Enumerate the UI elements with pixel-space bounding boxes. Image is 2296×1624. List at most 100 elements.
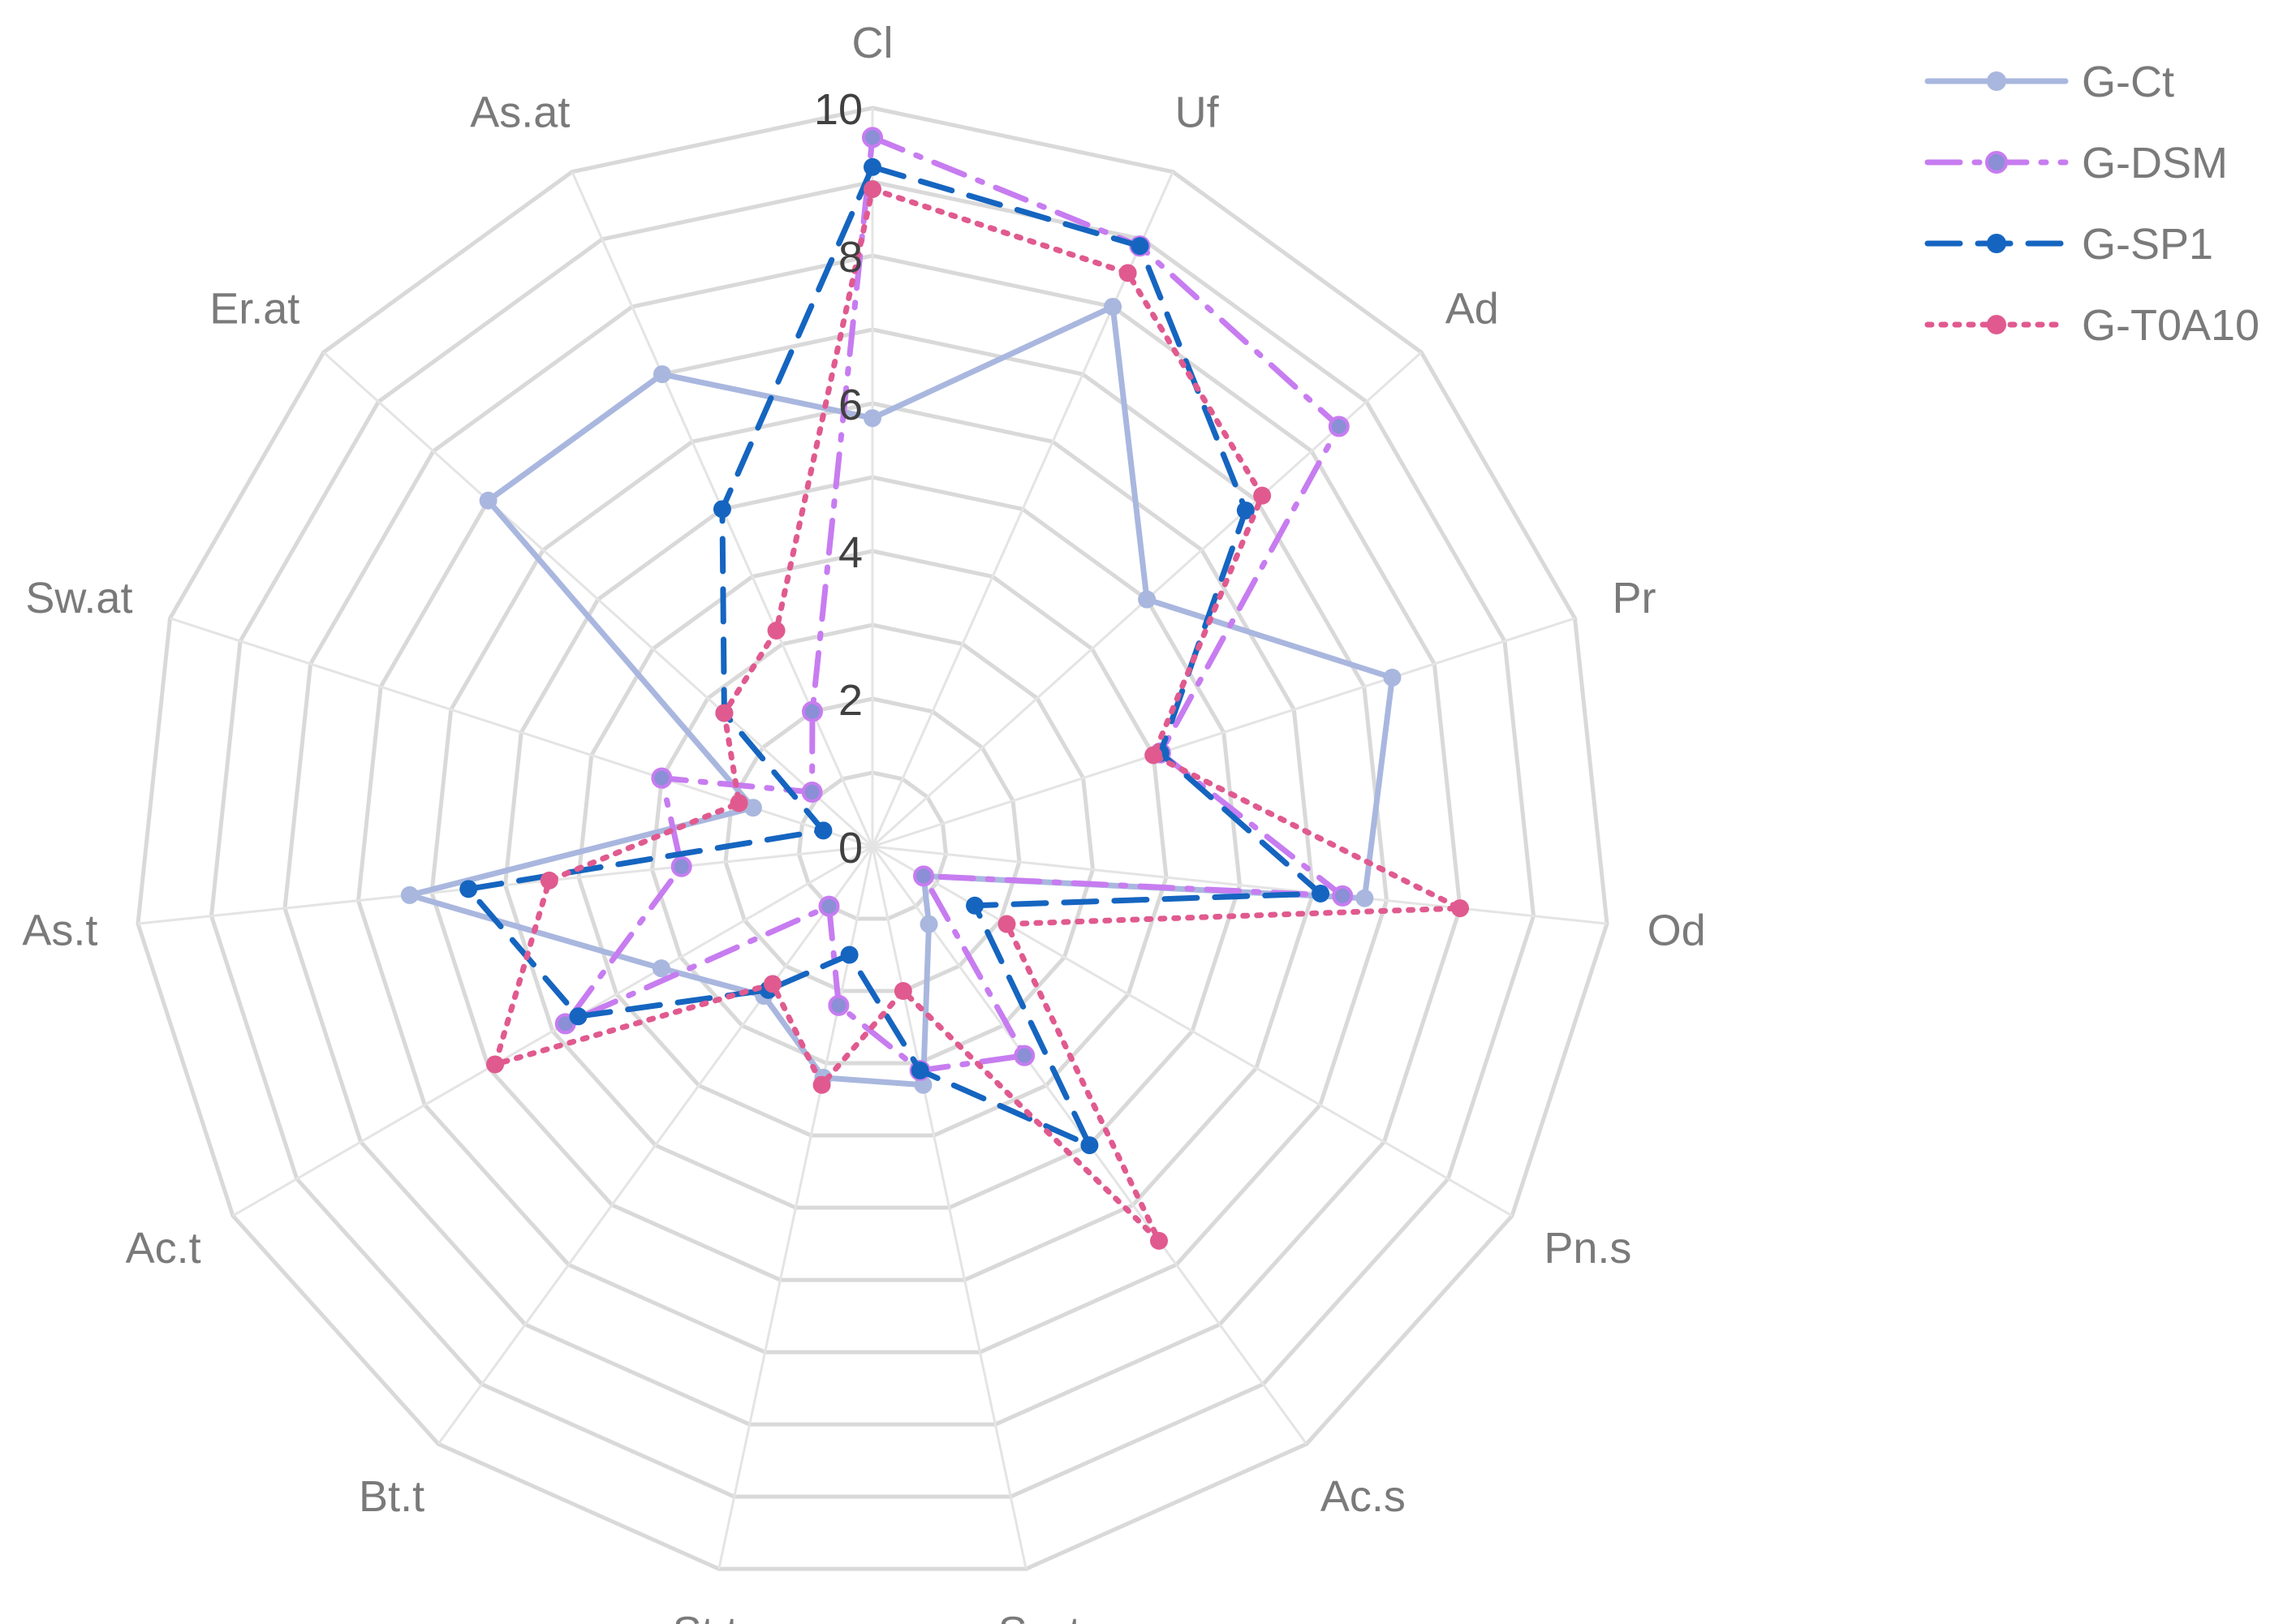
- data-point: [459, 880, 478, 898]
- data-point: [1150, 1231, 1169, 1250]
- spoke: [232, 845, 873, 1217]
- spoke: [137, 845, 873, 925]
- series-line: [492, 186, 1463, 1244]
- axis-label: Ad: [1445, 285, 1499, 334]
- data-point: [828, 994, 850, 1016]
- data-point: [911, 1061, 929, 1079]
- grid-ring: [282, 253, 1462, 1427]
- axis-label: Uf: [1175, 88, 1220, 137]
- axis-label: Sw.t: [998, 1608, 1081, 1624]
- data-point: [801, 700, 823, 722]
- data-point: [1451, 899, 1470, 918]
- data-point: [862, 127, 883, 149]
- grid-ring: [136, 106, 1609, 1571]
- spoke: [871, 846, 1027, 1570]
- data-point: [864, 409, 881, 428]
- data-point: [715, 704, 734, 722]
- axis-label: Ac.t: [126, 1224, 201, 1273]
- axis-label: Pn.s: [1544, 1224, 1631, 1273]
- series-G-T0A10: [486, 180, 1470, 1250]
- data-point: [812, 1075, 831, 1094]
- tick-label: 4: [838, 528, 863, 577]
- axis-label: Ac.s: [1320, 1472, 1406, 1521]
- data-point: [767, 621, 786, 640]
- data-point: [1253, 486, 1272, 505]
- series-G-Ct: [400, 297, 1402, 1094]
- spoke: [170, 617, 873, 848]
- axis-labels: Cl Uf Ad Pr Od Pn.s Ac.s Sw.t St.t Bt.t Ac.t As.t Sw…: [22, 19, 1705, 1624]
- data-point: [569, 1007, 588, 1026]
- spoke: [717, 846, 874, 1570]
- data-point: [997, 915, 1016, 933]
- legend-label: G-Ct: [2082, 58, 2174, 106]
- data-point: [1131, 237, 1149, 256]
- axis-label: Od: [1648, 906, 1706, 954]
- data-point: [479, 491, 498, 510]
- data-point: [1144, 746, 1163, 765]
- data-point: [1332, 885, 1354, 907]
- data-point: [400, 885, 419, 904]
- axis-label: Cl: [852, 19, 894, 67]
- data-point: [653, 365, 671, 384]
- axis-label: Sw.at: [25, 574, 132, 622]
- data-point: [840, 946, 859, 964]
- grid-ring: [502, 475, 1243, 1210]
- data-point: [864, 157, 881, 176]
- grid-ring: [355, 327, 1389, 1355]
- data-point: [1080, 1136, 1099, 1155]
- data-point: [1328, 416, 1350, 437]
- legend-marker: [1987, 71, 2006, 91]
- data-point: [894, 982, 912, 1001]
- tick-label: 2: [838, 676, 863, 725]
- data-point: [540, 871, 558, 890]
- data-point: [864, 180, 881, 199]
- legend-label: G-DSM: [2082, 139, 2228, 187]
- tick-label: 10: [814, 85, 863, 134]
- spoke: [872, 617, 1575, 848]
- data-point: [486, 1055, 505, 1074]
- data-point: [1383, 668, 1402, 687]
- legend-marker: [1985, 151, 2008, 174]
- tick-labels: 0 2 4 6 8 10: [814, 85, 863, 872]
- spoke: [437, 846, 874, 1445]
- data-point: [966, 896, 984, 915]
- data-point: [730, 794, 748, 812]
- legend-marker: [1987, 315, 2006, 334]
- data-point: [743, 799, 762, 817]
- axis-label: Er.at: [209, 285, 299, 334]
- data-point: [1236, 501, 1255, 519]
- axis-label: Pr: [1613, 574, 1656, 622]
- data-point: [1355, 889, 1374, 907]
- data-point: [652, 959, 670, 978]
- data-point: [651, 767, 673, 789]
- data-point: [713, 500, 731, 519]
- data-point: [920, 915, 938, 933]
- data-point: [1138, 590, 1157, 609]
- data-point: [1104, 297, 1122, 316]
- data-point: [670, 855, 692, 877]
- grid-ring: [649, 622, 1096, 1066]
- data-point: [814, 821, 833, 840]
- data-point: [763, 975, 782, 993]
- legend: G-Ct G-DSM G-SP1 G-T0A10: [1924, 58, 2259, 350]
- series-line: [407, 304, 1395, 1088]
- data-point: [801, 782, 823, 803]
- axis-label: As.t: [22, 906, 97, 954]
- data-point: [1118, 264, 1137, 282]
- data-point: [913, 865, 935, 887]
- grid-ring: [576, 549, 1169, 1138]
- legend-label: G-SP1: [2082, 220, 2213, 269]
- series-line: [465, 164, 1324, 1148]
- tick-label: 0: [838, 824, 863, 872]
- tick-label: 8: [838, 233, 863, 282]
- axis-label: St.t: [673, 1608, 739, 1624]
- spoke: [872, 845, 1608, 925]
- axis-label: Bt.t: [359, 1472, 424, 1521]
- series-layer: [400, 127, 1470, 1250]
- axis-label: As.at: [470, 88, 570, 137]
- tick-label: 6: [838, 381, 863, 429]
- spoke: [871, 171, 1174, 847]
- grid-ring: [209, 179, 1536, 1499]
- data-point: [1014, 1045, 1036, 1066]
